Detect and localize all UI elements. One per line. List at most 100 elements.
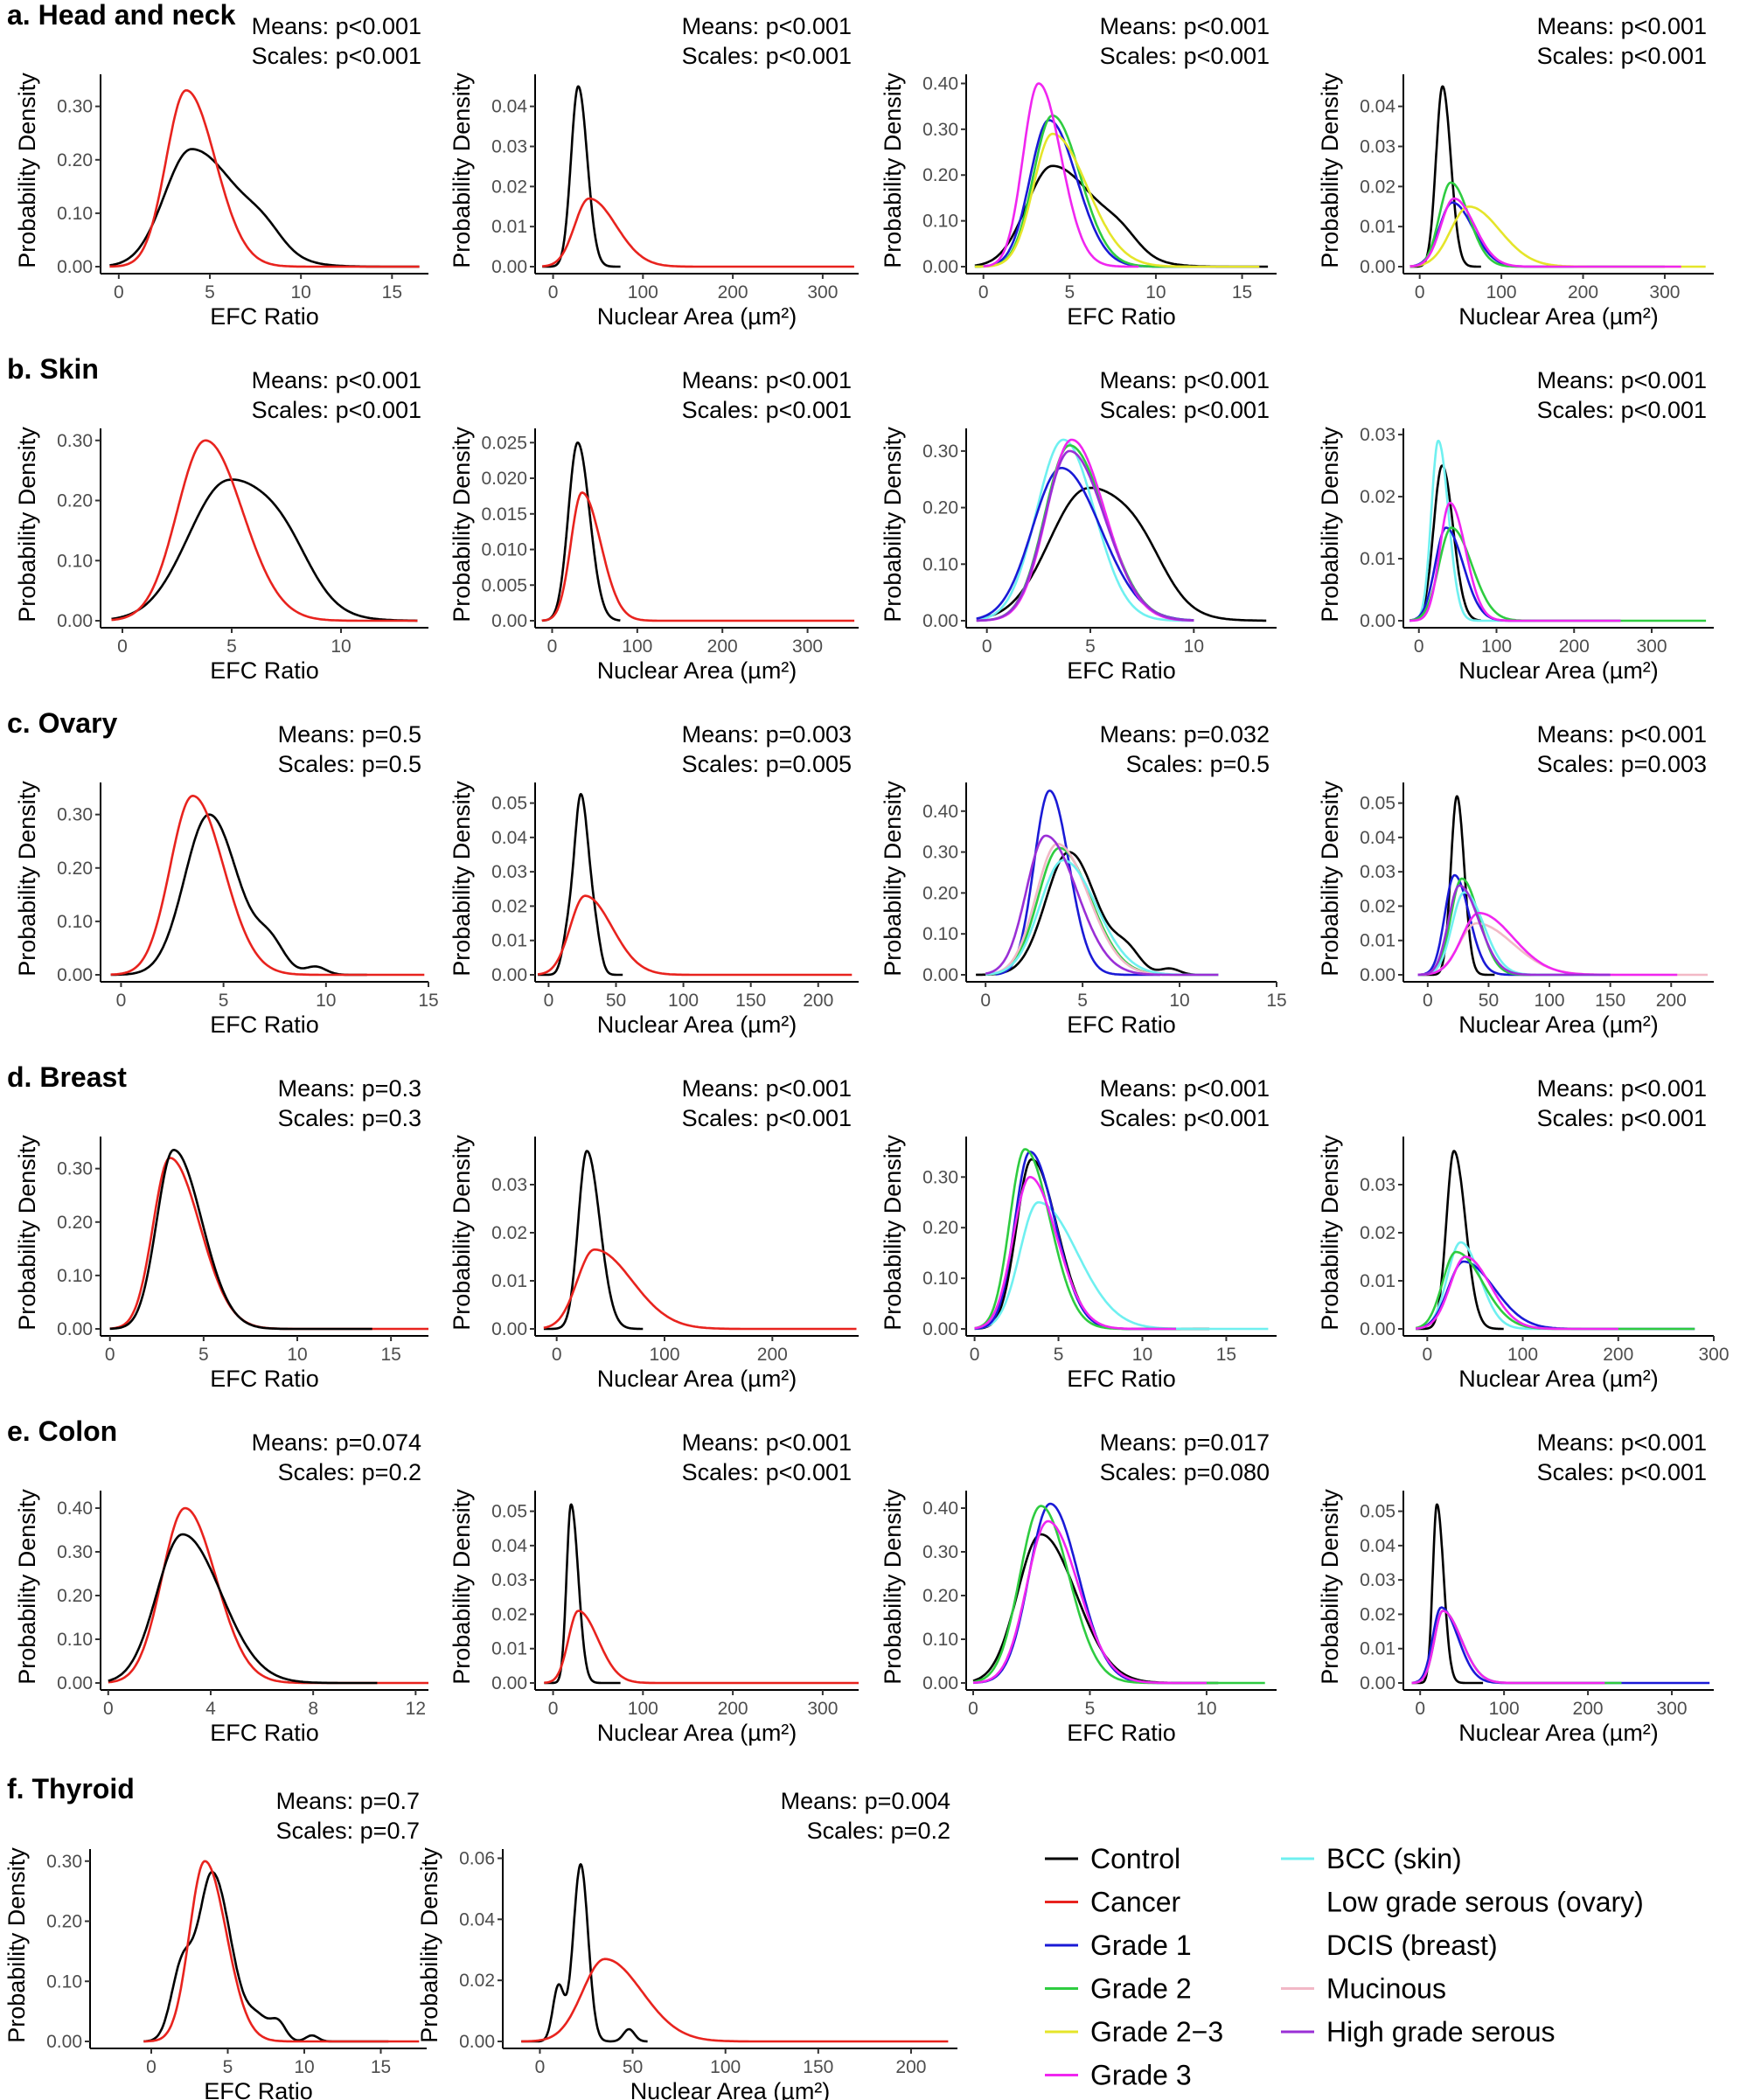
y-tick-label: 0.01 [1360,931,1396,951]
density-panel: Means: p=0.032 Scales: p=0.5 0.00 0.10 0.20 0… [880,721,1287,1038]
x-axis-label: EFC Ratio [210,1366,319,1392]
y-tick-label: 0.20 [57,859,93,879]
x-tick-label: 0 [1415,282,1425,302]
density-curve-grade-3 [983,82,1139,268]
density-panel: Means: p<0.001 Scales: p<0.001 0.00 0.01 0.0… [1317,367,1714,684]
y-tick-label: 0.20 [57,1213,93,1233]
y-tick-label: 0.03 [491,1570,527,1590]
density-curve-grade-3 [1417,912,1678,977]
x-tick-label: 200 [718,1699,748,1719]
y-tick-label: 0.04 [491,828,527,848]
x-tick-label: 300 [792,636,823,657]
y-tick-label: 0.02 [1360,1223,1396,1243]
y-axis-label: Probability Density [1317,73,1343,268]
y-tick-label: 0.20 [922,498,958,518]
row-title: c. Ovary [7,707,118,739]
scales-pvalue: Scales: p=0.080 [1100,1459,1270,1485]
y-tick-label: 0.10 [922,1269,958,1289]
density-curve-high-grade-serous [976,449,1194,622]
x-tick-label: 200 [707,636,738,657]
density-curve-grade-2-3 [1409,205,1706,268]
scales-pvalue: Scales: p<0.001 [1537,43,1707,69]
density-panel: Means: p<0.001 Scales: p<0.001 0.00 0.10 0.2… [14,13,428,330]
density-panel: Means: p=0.004 Scales: p=0.2 0.00 0.02 0.04 0… [416,1788,957,2100]
scales-pvalue: Scales: p<0.001 [1537,1459,1707,1485]
density-curve-grade-3 [1409,197,1681,268]
density-panel: Means: p=0.5 Scales: p=0.5 0.00 0.10 0.20 0.3… [14,721,439,1038]
x-tick-label: 10 [1196,1699,1216,1719]
means-pvalue: Means: p<0.001 [1537,1075,1707,1102]
means-pvalue: Means: p<0.001 [682,1075,852,1102]
x-tick-label: 0 [117,636,128,657]
x-tick-label: 5 [1085,636,1096,657]
y-tick-label: 0.01 [491,931,527,951]
x-tick-label: 50 [1479,991,1499,1011]
x-tick-label: 4 [205,1699,216,1719]
x-tick-label: 200 [1573,1699,1604,1719]
x-tick-label: 100 [1535,991,1565,1011]
x-tick-label: 0 [544,991,554,1011]
x-axis-label: EFC Ratio [1067,1012,1176,1038]
y-tick-label: 0.01 [1360,1639,1396,1659]
x-tick-label: 0 [116,991,127,1011]
x-tick-label: 300 [807,282,838,302]
y-tick-label: 0.00 [57,257,93,277]
scales-pvalue: Scales: p=0.7 [276,1818,420,1844]
legend-label: Cancer [1090,1887,1181,1918]
y-tick-label: 0.02 [1360,487,1396,507]
scales-pvalue: Scales: p=0.2 [278,1459,421,1485]
x-tick-label: 15 [380,1345,400,1365]
y-tick-label: 0.04 [491,1536,527,1556]
density-curve-control [976,851,1219,977]
means-pvalue: Means: p<0.001 [1100,367,1270,393]
means-pvalue: Means: p<0.001 [682,1429,852,1456]
x-tick-label: 100 [1507,1345,1538,1365]
x-tick-label: 100 [1489,1699,1520,1719]
y-tick-label: 0.30 [57,1542,93,1562]
y-tick-label: 0.10 [57,204,93,224]
x-tick-label: 0 [548,1699,559,1719]
y-tick-label: 0.00 [57,965,93,985]
y-axis-label: Probability Density [449,73,475,268]
x-tick-label: 15 [1266,991,1286,1011]
x-tick-label: 5 [1077,991,1088,1011]
y-tick-label: 0.20 [46,1912,82,1932]
y-tick-label: 0.30 [57,431,93,451]
y-tick-label: 0.10 [46,1971,82,1992]
density-curve-control [110,813,367,977]
y-tick-label: 0.00 [922,1319,958,1339]
x-tick-label: 10 [294,2057,314,2077]
density-curve-grade-2 [1411,1610,1622,1685]
y-tick-label: 0.04 [1360,828,1396,848]
density-curve-grade-3 [1416,1255,1618,1331]
density-panel: Means: p<0.001 Scales: p<0.001 0.00 0.01 0.0… [1317,1075,1730,1392]
density-curve-control [143,1870,389,2043]
density-curve-grade-3 [974,1176,1176,1331]
x-tick-label: 10 [290,282,310,302]
y-tick-label: 0.02 [1360,896,1396,916]
density-curve-cancer [109,1157,428,1331]
density-curve-high-grade-serous [1417,884,1611,977]
density-curve-grade-1 [1416,1260,1695,1331]
scales-pvalue: Scales: p<0.001 [1100,43,1270,69]
x-tick-label: 15 [1232,282,1252,302]
scales-pvalue: Scales: p<0.001 [682,43,852,69]
y-tick-label: 0.05 [491,1502,527,1522]
density-curve-cancer [110,795,425,977]
y-tick-label: 0.00 [459,2032,495,2052]
y-tick-label: 0.01 [491,217,527,237]
scales-pvalue: Scales: p=0.005 [682,751,852,777]
row-2: c. Ovary Means: p=0.5 Scales: p=0.5 0.00 0.1… [7,707,1714,1038]
row-title: d. Breast [7,1061,127,1093]
scales-pvalue: Scales: p=0.003 [1537,751,1707,777]
x-tick-label: 100 [628,282,658,302]
y-axis-label: Probability Density [880,1135,906,1331]
y-tick-label: 0.04 [459,1909,495,1930]
density-curve-cancer [109,89,420,268]
x-axis-label: EFC Ratio [210,303,319,330]
legend-label: Grade 2 [1090,1973,1192,2005]
x-axis-label: Nuclear Area (µm²) [1458,303,1659,330]
density-curve-cancer [544,1610,859,1685]
x-axis-label: Nuclear Area (µm²) [597,1720,797,1746]
y-axis-label: Probability Density [880,1489,906,1685]
